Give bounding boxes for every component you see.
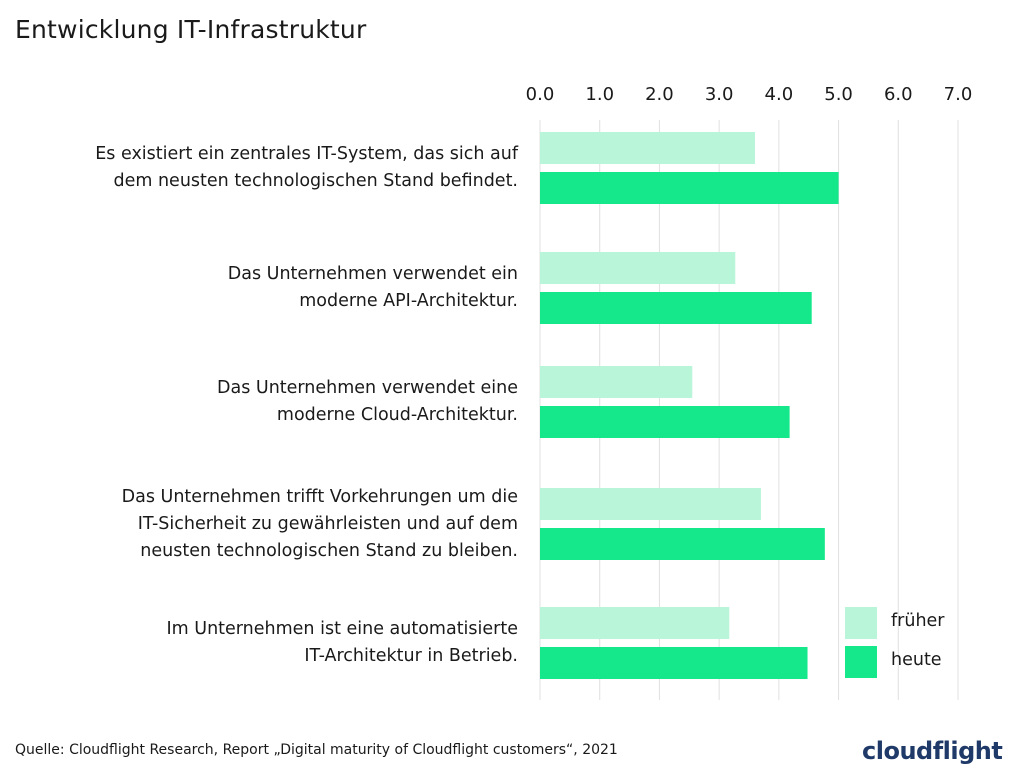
bar-heute	[540, 292, 812, 324]
bar-heute	[540, 647, 808, 679]
cloudflight-logo[interactable]: cloudflight	[862, 733, 1003, 769]
legend-swatch-frueher	[845, 607, 877, 639]
x-tick-label: 3.0	[705, 84, 734, 105]
x-tick-label: 6.0	[884, 84, 913, 105]
category-label: Das Unternehmen verwendet ein moderne API…	[18, 261, 518, 315]
bar-heute	[540, 172, 839, 204]
category-label-line: dem neusten technologischen Stand befind…	[113, 171, 518, 191]
category-label: Das Unternehmen verwendet eine moderne Cl…	[18, 375, 518, 429]
x-tick-label: 2.0	[645, 84, 674, 105]
category-label: Es existiert ein zentrales IT-System, da…	[18, 141, 518, 195]
category-label-line: Es existiert ein zentrales IT-System, da…	[95, 144, 518, 164]
source-note: Quelle: Cloudflight Research, Report „Di…	[15, 742, 618, 758]
category-label-line: Im Unternehmen ist eine automatisierte	[166, 619, 518, 639]
x-tick-label: 0.0	[526, 84, 555, 105]
x-tick-label: 1.0	[585, 84, 614, 105]
logo-text: cloudflight	[862, 737, 1003, 765]
category-label-line: Das Unternehmen trifft Vorkehrungen um d…	[121, 486, 518, 507]
bar-frueher	[540, 252, 736, 284]
x-tick-label: 7.0	[944, 84, 973, 105]
category-label-line: IT-Sicherheit zu gewährleisten und auf d…	[137, 513, 518, 534]
bar-frueher	[540, 366, 693, 398]
bar-heute	[540, 528, 825, 560]
category-label-line: IT-Architektur in Betrieb.	[304, 646, 518, 666]
category-label: Das Unternehmen trifft Vorkehrungen um d…	[18, 484, 518, 565]
bar-heute	[540, 406, 790, 438]
category-label-line: moderne Cloud-Architektur.	[276, 405, 518, 425]
category-label-line: Das Unternehmen verwendet ein	[227, 264, 518, 284]
bar-frueher	[540, 132, 755, 164]
legend-label-frueher: früher	[891, 611, 945, 631]
x-tick-label: 4.0	[765, 84, 794, 105]
legend-label-heute: heute	[891, 650, 942, 670]
category-label-line: neusten technologischen Stand zu bleiben…	[140, 540, 518, 561]
x-tick-label: 5.0	[824, 84, 853, 105]
bar-frueher	[540, 488, 761, 520]
bar-frueher	[540, 607, 730, 639]
chart-title: Entwicklung IT-Infrastruktur	[15, 15, 367, 44]
legend-swatch-heute	[845, 646, 877, 678]
category-label-line: moderne API-Architektur.	[299, 291, 518, 311]
category-label-line: Das Unternehmen verwendet eine	[217, 378, 518, 398]
category-label: Im Unternehmen ist eine automatisierte IT…	[18, 616, 518, 670]
